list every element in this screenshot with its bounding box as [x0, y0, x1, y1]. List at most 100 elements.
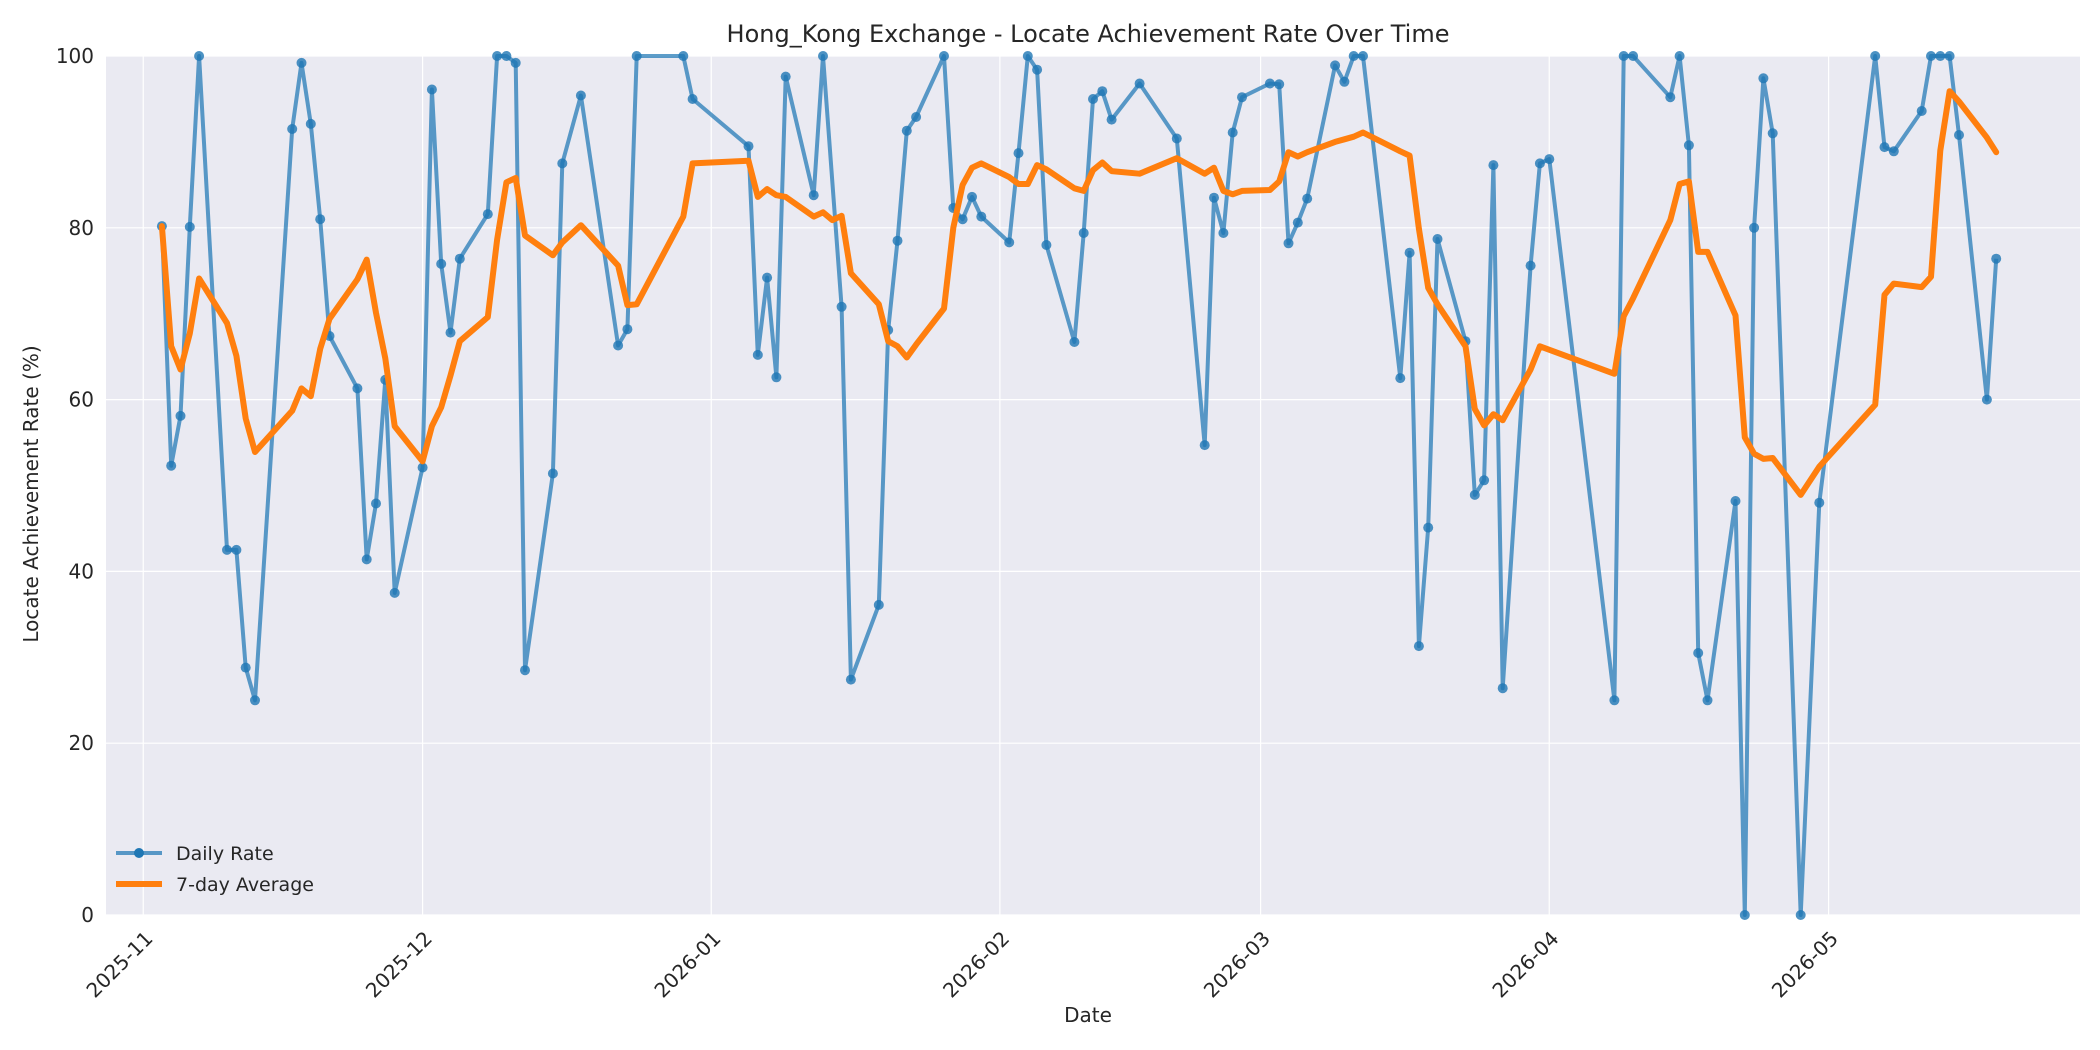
x-tick-label: 2026-05 — [1767, 926, 1843, 1002]
daily-rate-point — [1013, 148, 1024, 159]
daily-rate-point — [1022, 51, 1033, 61]
daily-rate-point — [1888, 146, 1899, 157]
daily-rate-point — [771, 372, 782, 383]
daily-rate-point — [166, 460, 177, 471]
daily-rate-point — [250, 695, 260, 706]
x-tick-label: 2026-03 — [1199, 926, 1275, 1002]
daily-rate-point — [1674, 51, 1685, 61]
daily-rate-point — [1767, 128, 1778, 139]
y-tick-label: 0 — [81, 903, 94, 927]
daily-rate-point — [1032, 64, 1043, 75]
chart-title: Hong_Kong Exchange - Locate Achievement … — [727, 20, 1450, 48]
daily-rate-point — [1702, 695, 1713, 706]
daily-rate-point — [1981, 394, 1992, 405]
daily-rate-point — [1209, 192, 1219, 203]
daily-rate-point — [818, 51, 828, 61]
daily-rate-point — [1944, 51, 1955, 61]
daily-rate-point — [1004, 237, 1015, 248]
daily-rate-point — [1525, 260, 1536, 271]
y-tick-label: 60 — [69, 388, 94, 412]
daily-rate-point — [808, 190, 819, 201]
daily-rate-point — [194, 51, 205, 61]
x-tick-label: 2026-04 — [1487, 926, 1563, 1002]
daily-rate-point — [1916, 106, 1927, 116]
y-tick-label: 20 — [69, 731, 94, 755]
daily-rate-point — [752, 349, 763, 360]
daily-rate-point — [901, 125, 912, 136]
daily-rate-point — [687, 94, 698, 104]
daily-rate-point — [1264, 78, 1275, 89]
legend-marker-daily — [134, 848, 144, 858]
daily-rate-point — [361, 554, 372, 565]
daily-rate-point — [622, 324, 633, 335]
daily-rate-point — [547, 468, 558, 479]
daily-rate-point — [175, 410, 186, 421]
daily-rate-point — [1358, 51, 1368, 61]
daily-rate-point — [445, 327, 456, 338]
daily-rate-point — [1534, 158, 1545, 169]
daily-rate-point — [1339, 76, 1350, 87]
daily-rate-point — [1423, 522, 1434, 533]
daily-rate-point — [296, 57, 307, 68]
x-tick-label: 2025-11 — [81, 926, 157, 1002]
legend-label-daily: Daily Rate — [176, 843, 274, 865]
daily-rate-point — [222, 544, 232, 555]
daily-rate-point — [389, 587, 400, 598]
daily-rate-point — [1749, 222, 1760, 233]
daily-rate-point — [1618, 51, 1629, 61]
daily-rate-point — [482, 209, 493, 220]
daily-rate-point — [501, 51, 512, 61]
daily-rate-point — [892, 235, 903, 246]
daily-rate-point — [1404, 247, 1415, 258]
daily-rate-point — [1870, 51, 1881, 61]
daily-rate-point — [1609, 695, 1620, 706]
daily-rate-point — [976, 211, 987, 222]
daily-rate-point — [1069, 337, 1080, 347]
daily-rate-point — [1432, 234, 1443, 244]
daily-rate-point — [1739, 910, 1750, 920]
daily-rate-point — [1330, 60, 1341, 71]
legend: Daily Rate 7-day Average — [116, 843, 314, 896]
daily-rate-point — [426, 84, 437, 95]
daily-rate-point — [873, 599, 884, 610]
seven-day-average-line — [158, 88, 2000, 498]
series-7-day-average — [158, 88, 2000, 498]
daily-rate-point — [1088, 94, 1098, 104]
daily-rate-point — [1730, 496, 1741, 506]
daily-rate-point — [352, 383, 363, 394]
daily-rate-point — [780, 71, 791, 82]
daily-rate-point — [1926, 51, 1936, 61]
daily-rate-point — [1237, 92, 1247, 103]
daily-rate-point — [436, 258, 447, 269]
x-tick-label: 2025-12 — [361, 926, 437, 1002]
daily-rate-point — [287, 124, 298, 134]
daily-rate-point — [967, 191, 977, 202]
daily-rate-point — [762, 272, 773, 283]
daily-rate-point — [184, 221, 195, 232]
x-axis-label: Date — [1064, 1003, 1112, 1027]
daily-rate-point — [492, 51, 503, 61]
daily-rate-point — [1302, 193, 1313, 204]
y-tick-label: 80 — [69, 216, 94, 240]
daily-rate-point — [1106, 114, 1117, 125]
y-tick-label: 40 — [69, 559, 94, 583]
daily-rate-point — [510, 57, 521, 68]
daily-rate-point — [1795, 910, 1806, 920]
daily-rate-point — [520, 665, 530, 676]
daily-rate-point — [417, 462, 428, 473]
daily-rate-point — [240, 662, 251, 673]
series-daily-rate — [156, 51, 2002, 920]
daily-rate-point — [1283, 238, 1294, 249]
daily-rate-point — [315, 214, 326, 225]
daily-rate-point — [557, 158, 568, 169]
daily-rate-point — [1227, 127, 1238, 138]
daily-rate-point — [1479, 475, 1490, 486]
daily-rate-point — [231, 544, 242, 555]
daily-rate-point — [371, 498, 381, 509]
x-tick-label: 2026-01 — [649, 926, 725, 1002]
daily-rate-point — [911, 112, 922, 122]
daily-rate-point — [1758, 73, 1769, 84]
daily-rate-point — [305, 118, 316, 129]
